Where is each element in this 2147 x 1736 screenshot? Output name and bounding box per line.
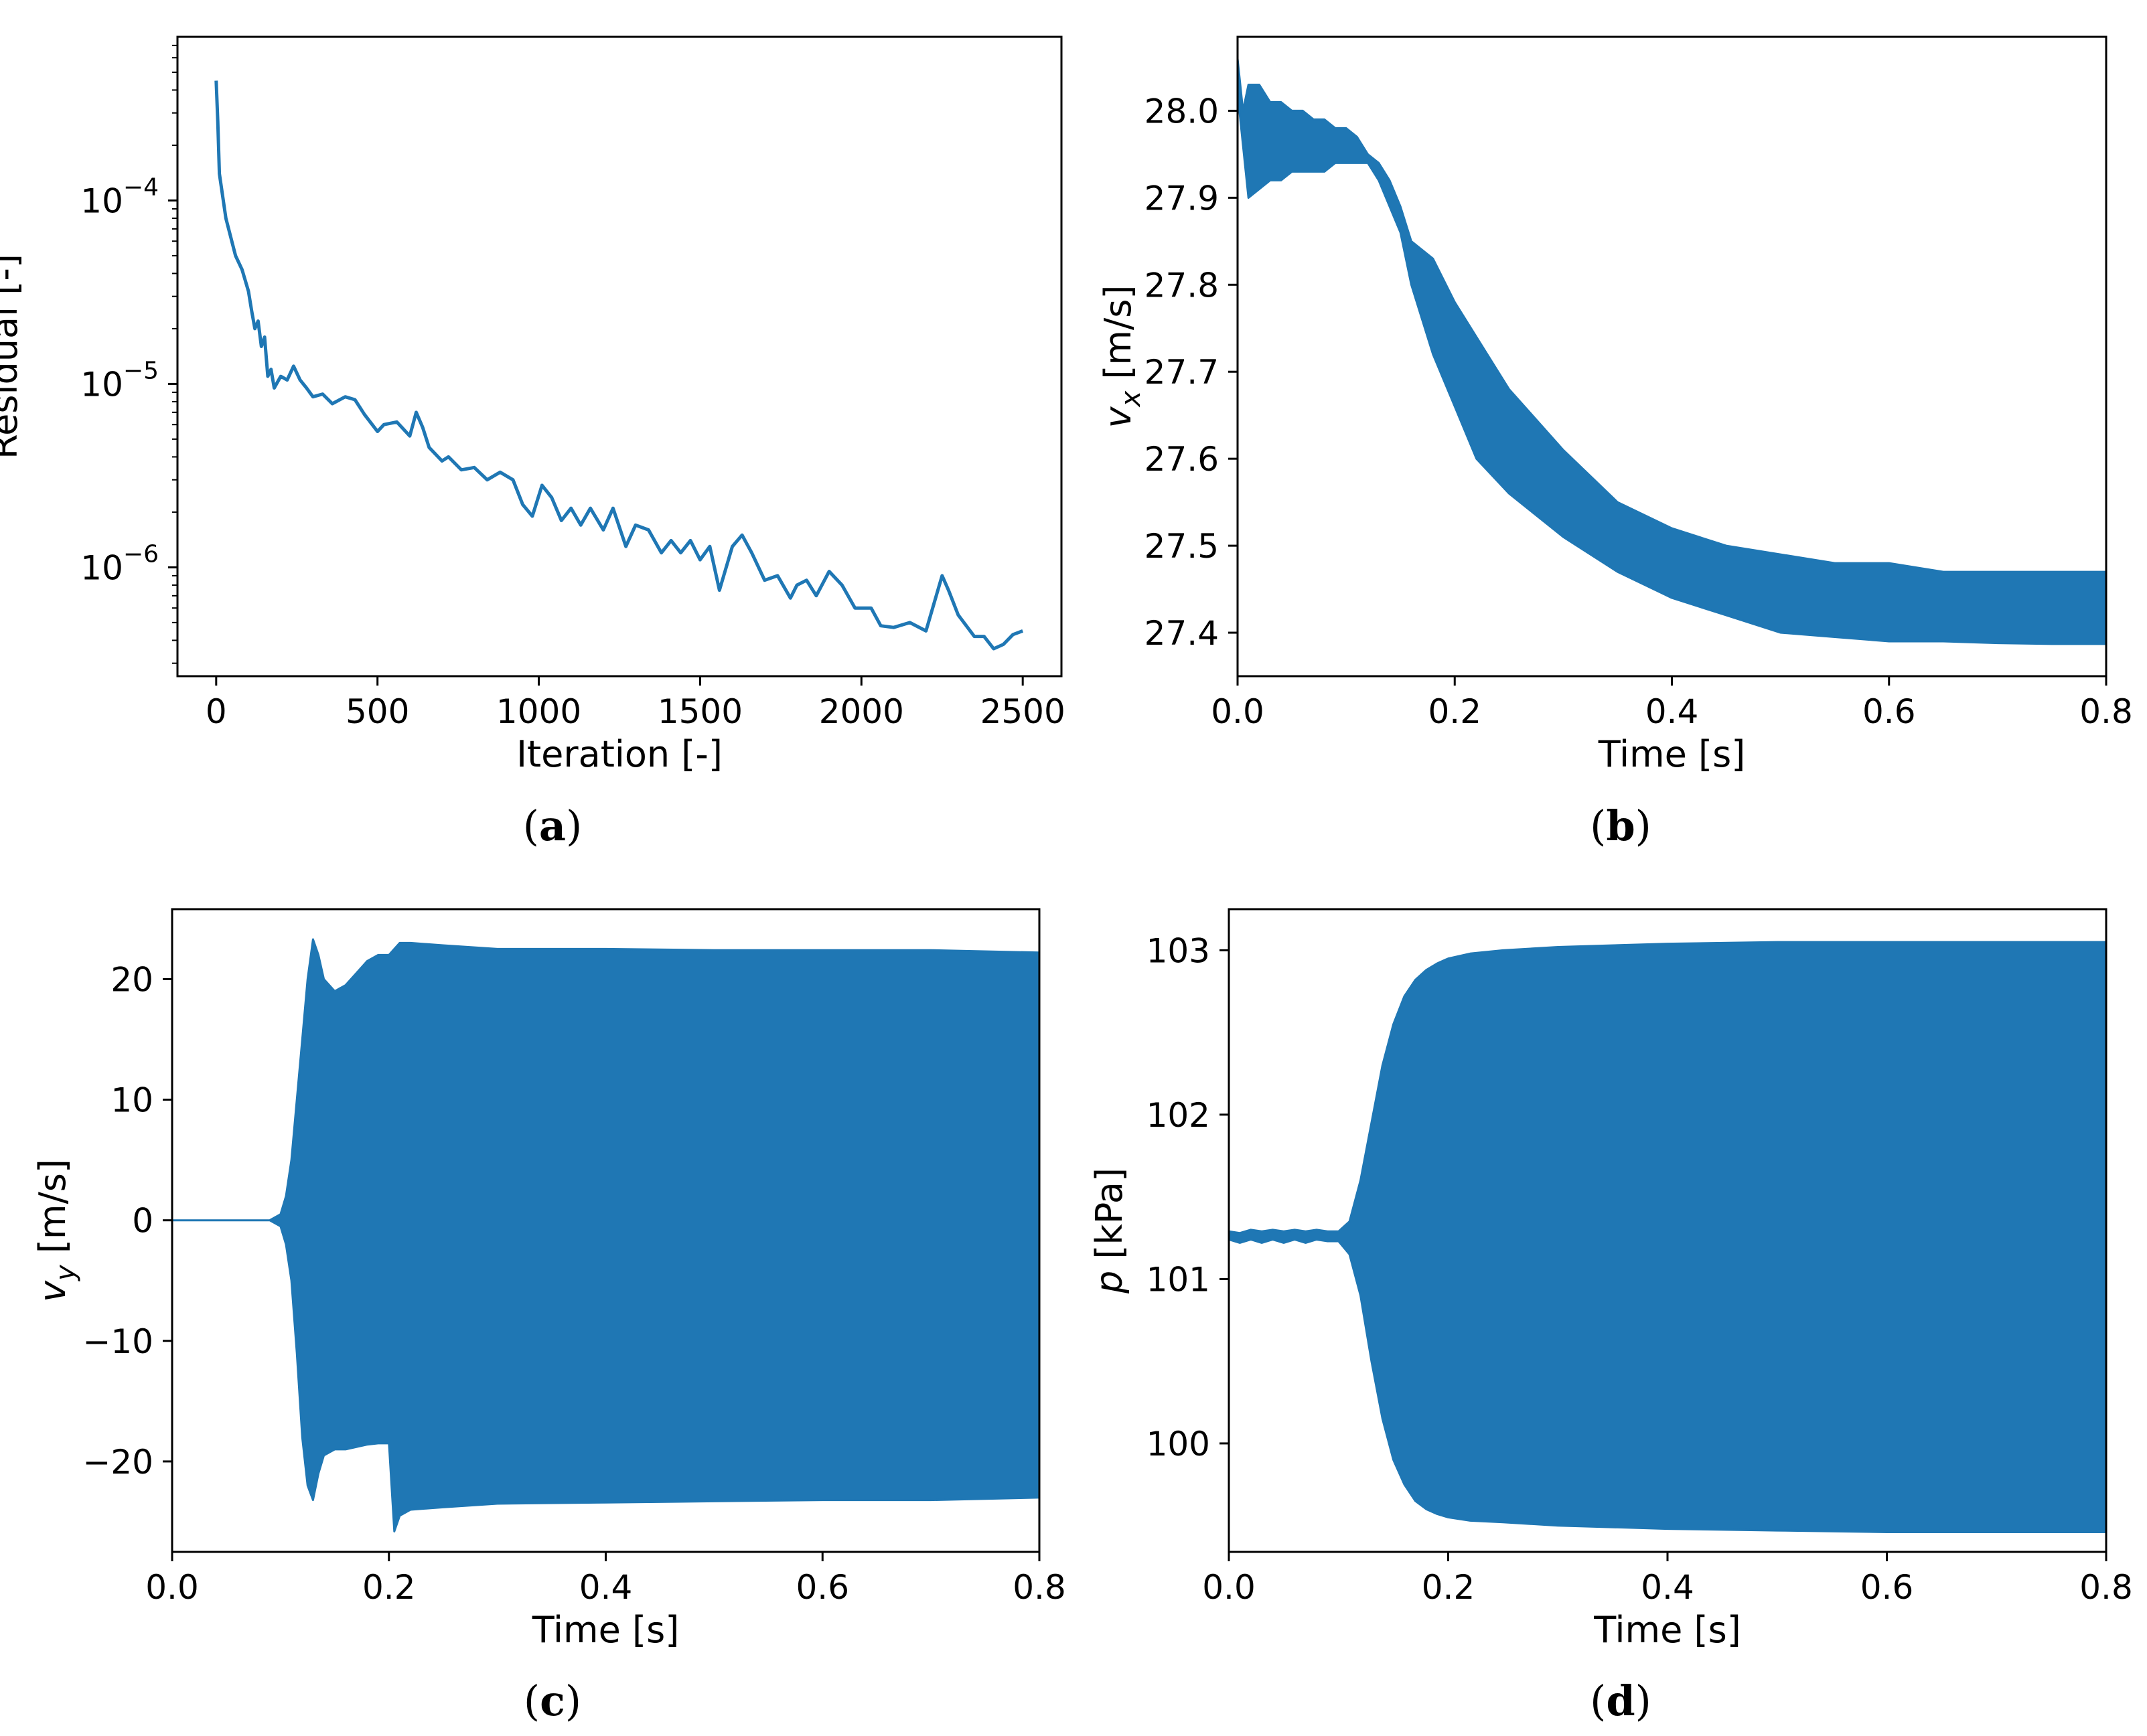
panel-d: 0.0 0.2 0.4 0.6 0.8 103 102 101 100 Time [s] p [kP… xyxy=(1088,908,2133,1725)
caption-close-paren: ) xyxy=(565,1676,581,1725)
y-tick-exponent: −5 xyxy=(123,357,159,384)
y-tick-label: 28.0 xyxy=(1144,92,1219,131)
x-tick-label: 0.6 xyxy=(796,1568,849,1607)
caption-open-paren: ( xyxy=(1590,1676,1606,1725)
x-tick-label: 0.2 xyxy=(1428,692,1481,731)
x-tick-label: 0.6 xyxy=(1860,1568,1914,1607)
y-axis-label-variable: v xyxy=(1097,406,1139,428)
y-axis-label-unit: [m/s] xyxy=(1097,285,1139,391)
x-tick-label: 0.6 xyxy=(1862,692,1916,731)
x-tick-label: 2500 xyxy=(980,692,1065,731)
y-axis-label-subscript: y xyxy=(50,1264,81,1281)
caption-letter: c xyxy=(540,1676,565,1725)
y-axis-label: p [kPa] xyxy=(1088,1168,1130,1294)
y-tick-exponent: −6 xyxy=(123,540,159,568)
panel-caption: (c) xyxy=(524,1676,581,1725)
caption-open-paren: ( xyxy=(524,1676,540,1725)
y-tick-base: 10 xyxy=(80,365,123,404)
x-tick-label: 0.4 xyxy=(579,1568,633,1607)
y-tick-label: 0 xyxy=(132,1202,153,1241)
x-axis-label: Iteration [-] xyxy=(516,733,723,775)
caption-close-paren: ) xyxy=(1635,801,1651,850)
x-tick-label: 0.8 xyxy=(2079,1568,2133,1607)
caption-close-paren: ) xyxy=(1635,1676,1651,1725)
y-axis-label: vy [m/s] xyxy=(31,1159,81,1302)
y-axis-label-unit: [m/s] xyxy=(31,1159,74,1265)
y-tick-base: 10 xyxy=(80,548,123,587)
y-tick-label: −10 xyxy=(82,1322,153,1361)
caption-open-paren: ( xyxy=(1590,801,1606,850)
y-tick-label: 27.5 xyxy=(1144,527,1219,566)
panel-caption: (a) xyxy=(523,801,583,850)
x-tick-label: 2000 xyxy=(819,692,904,731)
y-tick-label: 27.6 xyxy=(1144,440,1219,479)
caption-letter: a xyxy=(539,801,566,850)
panel-b: 0.0 0.2 0.4 0.6 0.8 27.4 27.5 27.6 27.7 27.8 27.9 2… xyxy=(1097,35,2133,850)
panel-caption: (b) xyxy=(1590,801,1651,850)
y-axis-label-variable: v xyxy=(31,1280,74,1302)
y-tick-label: 20 xyxy=(110,960,153,999)
caption-letter: b xyxy=(1606,801,1635,850)
y-tick-exponent: −4 xyxy=(123,173,159,201)
x-tick-label: 0.0 xyxy=(145,1568,199,1607)
y-axis-label-subscript: x xyxy=(1116,390,1146,408)
x-tick-label: 0.2 xyxy=(362,1568,416,1607)
y-tick-label: 10−6 xyxy=(80,540,159,587)
x-axis-label: Time [s] xyxy=(1593,1609,1741,1651)
x-tick-label: 500 xyxy=(346,692,409,731)
x-axis-label: Time [s] xyxy=(532,1609,680,1651)
y-tick-label: 10−4 xyxy=(80,173,159,220)
y-tick-label: 100 xyxy=(1146,1425,1210,1464)
y-tick-label: 27.4 xyxy=(1144,614,1219,653)
x-axis-label: Time [s] xyxy=(1598,733,1746,775)
panel-c: 0.0 0.2 0.4 0.6 0.8 20 10 0 −10 −20 Time [s] vy [m/… xyxy=(31,908,1066,1725)
y-axis-label: vx [m/s] xyxy=(1097,285,1146,428)
y-tick-label: 27.9 xyxy=(1144,179,1219,218)
y-tick-label: −20 xyxy=(82,1443,153,1482)
y-tick-label: 10 xyxy=(110,1081,153,1120)
x-tick-label: 1500 xyxy=(658,692,743,731)
x-tick-label: 0 xyxy=(206,692,227,731)
y-tick-label: 103 xyxy=(1146,931,1210,970)
x-tick-label: 0.8 xyxy=(2079,692,2133,731)
caption-letter: d xyxy=(1606,1676,1635,1725)
y-axis-label: Residual [-] xyxy=(0,254,25,459)
panel-caption: (d) xyxy=(1590,1676,1651,1725)
x-tick-label: 0.8 xyxy=(1013,1568,1066,1607)
y-axis-label-variable: p xyxy=(1088,1271,1130,1294)
y-tick-label: 10−5 xyxy=(80,357,159,404)
y-tick-base: 10 xyxy=(80,181,123,220)
x-tick-label: 0.0 xyxy=(1202,1568,1256,1607)
y-tick-label: 27.8 xyxy=(1144,266,1219,305)
y-tick-label: 101 xyxy=(1146,1260,1210,1299)
y-tick-label: 102 xyxy=(1146,1096,1210,1135)
x-tick-label: 0.4 xyxy=(1641,1568,1694,1607)
x-tick-label: 0.4 xyxy=(1645,692,1699,731)
x-tick-label: 0.2 xyxy=(1422,1568,1475,1607)
plot-frame xyxy=(176,35,1063,678)
x-tick-label: 0.0 xyxy=(1211,692,1264,731)
x-tick-label: 1000 xyxy=(496,692,581,731)
y-axis-label-unit: [kPa] xyxy=(1088,1168,1130,1271)
caption-close-paren: ) xyxy=(566,801,582,850)
series-line-residual xyxy=(214,80,1024,651)
panel-a: 0 500 1000 1500 2000 250010−410−510−6Iteratio… xyxy=(0,35,1065,850)
y-tick-label: 27.7 xyxy=(1144,353,1219,392)
caption-open-paren: ( xyxy=(523,801,539,850)
